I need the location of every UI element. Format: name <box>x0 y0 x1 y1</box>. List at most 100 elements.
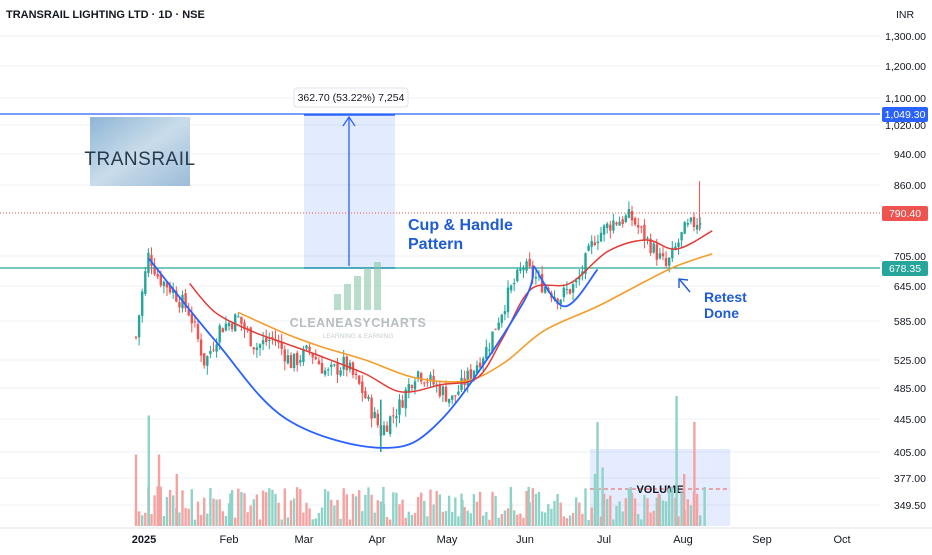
candle-body <box>596 241 600 244</box>
volume-bar <box>432 504 435 526</box>
candle-body <box>447 398 451 403</box>
candle-body <box>624 215 627 222</box>
volume-bar <box>327 491 330 526</box>
candle-body <box>643 224 646 241</box>
candle-body <box>602 225 606 235</box>
candle-body <box>593 242 596 245</box>
watermark: CLEANEASYCHARTS LEARNING & EARNING <box>290 262 426 340</box>
candle-body <box>249 327 252 347</box>
volume-bar <box>193 519 197 526</box>
volume-bar <box>655 497 658 526</box>
candle-body <box>454 395 457 397</box>
volume-bar <box>606 499 609 526</box>
candle-body <box>661 253 665 257</box>
volume-bar <box>575 497 578 526</box>
volume-bar <box>178 512 181 526</box>
retest-arrow-shaft <box>679 279 691 293</box>
volume-bar <box>339 518 342 526</box>
volume-bar <box>227 503 231 526</box>
candle-body <box>199 339 203 356</box>
candle-body <box>308 346 311 351</box>
measured-move-tool[interactable]: 362.70 (53.22%) 7,254 <box>293 87 409 269</box>
volume-bar <box>395 492 398 526</box>
time-axis[interactable]: 2025 Feb Mar Apr May Jun Jul Aug Sep Oct <box>0 527 932 546</box>
volume-bar <box>237 488 240 526</box>
candle-body <box>385 425 389 432</box>
candle-body <box>640 226 643 228</box>
volume-bar <box>345 494 348 526</box>
support-price-tag: 678.35 <box>882 261 928 276</box>
last-price-tag: 790.40 <box>882 206 928 221</box>
candle-body <box>376 413 379 426</box>
volume-bar <box>209 488 212 526</box>
volume-bar <box>265 492 268 526</box>
candle-body <box>423 382 426 384</box>
volume-bar <box>578 502 581 526</box>
candle-body <box>395 416 398 419</box>
volume-bar <box>668 488 671 526</box>
candle-body <box>565 289 569 290</box>
volume-bar <box>531 488 534 526</box>
last-price-value: 790.40 <box>889 208 921 220</box>
volume-bar <box>351 493 355 526</box>
candle-body <box>630 211 634 221</box>
volume-bar <box>296 487 299 526</box>
candle-body <box>348 362 352 370</box>
pattern-annotation-line2: Pattern <box>408 236 463 253</box>
volume-bar <box>590 507 593 526</box>
volume-bar <box>141 515 144 526</box>
candle-body <box>451 395 454 400</box>
candle-body <box>373 411 376 418</box>
candle-body <box>311 353 314 358</box>
volume-bar <box>172 495 175 526</box>
volume-bar <box>156 486 159 526</box>
candle-body <box>261 340 265 345</box>
volume-bar <box>404 517 407 526</box>
volume-bar <box>609 495 612 526</box>
volume-bar <box>675 396 678 526</box>
cup-curve <box>148 257 535 449</box>
volume-bar <box>643 495 646 526</box>
candle-body <box>227 322 231 327</box>
currency-label: INR <box>896 9 915 21</box>
moving-average-slow-line <box>237 252 713 383</box>
volume-bar <box>466 510 469 526</box>
volume-bar <box>461 500 464 526</box>
candle-body <box>330 364 333 367</box>
candle-body <box>460 377 463 390</box>
volume-bar <box>596 422 599 526</box>
candle-body <box>699 223 702 225</box>
volume-bar <box>601 467 604 526</box>
candle-body <box>689 217 693 222</box>
volume-bar <box>218 499 221 526</box>
moving-average-fast-line <box>189 230 713 393</box>
y-tick-label: 940.00 <box>894 149 926 161</box>
candle-body <box>265 337 268 343</box>
volume-bar <box>323 489 327 526</box>
volume-bar <box>243 493 246 526</box>
candle-body <box>401 400 404 408</box>
candle-body <box>407 384 410 392</box>
candle-body <box>513 283 516 285</box>
volume-bar <box>407 511 410 526</box>
candle-body <box>646 237 649 239</box>
candle-body <box>258 344 262 348</box>
volume-bar <box>299 489 302 526</box>
candle-body <box>416 371 420 379</box>
volume-bar <box>494 495 497 526</box>
volume-bar <box>618 501 621 526</box>
volume-bar <box>389 519 392 526</box>
candle-body <box>695 224 699 230</box>
volume-bar <box>491 491 494 526</box>
candle-body <box>671 247 674 259</box>
volume-bar <box>385 517 389 526</box>
volume-bar <box>190 489 193 526</box>
volume-bar <box>314 518 317 526</box>
volume-bar <box>695 493 699 526</box>
volume-bar <box>410 514 414 526</box>
volume-bar <box>147 415 150 526</box>
candle-body <box>206 356 209 366</box>
candle-body <box>466 370 469 386</box>
candle-body <box>141 291 144 316</box>
